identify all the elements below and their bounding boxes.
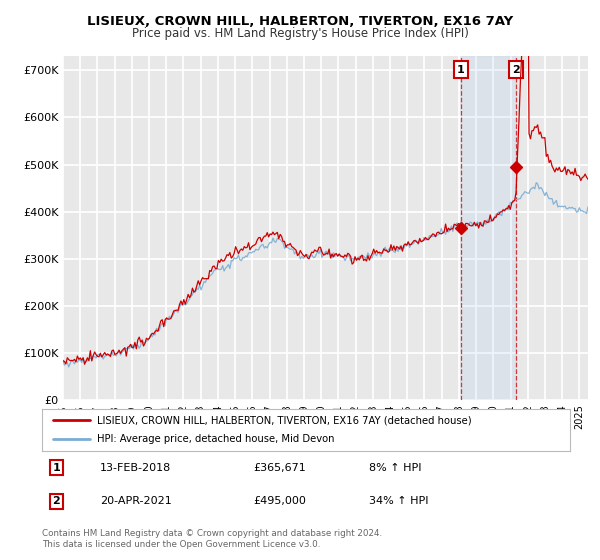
Text: 1: 1 xyxy=(457,64,464,74)
Bar xyxy=(461,56,516,400)
Text: LISIEUX, CROWN HILL, HALBERTON, TIVERTON, EX16 7AY (detached house): LISIEUX, CROWN HILL, HALBERTON, TIVERTON… xyxy=(97,415,472,425)
Text: HPI: Average price, detached house, Mid Devon: HPI: Average price, detached house, Mid … xyxy=(97,435,335,445)
Text: 20-APR-2021: 20-APR-2021 xyxy=(100,496,172,506)
Text: Contains HM Land Registry data © Crown copyright and database right 2024.
This d: Contains HM Land Registry data © Crown c… xyxy=(42,529,382,549)
Text: 1: 1 xyxy=(53,463,61,473)
Text: Price paid vs. HM Land Registry's House Price Index (HPI): Price paid vs. HM Land Registry's House … xyxy=(131,27,469,40)
Text: 34% ↑ HPI: 34% ↑ HPI xyxy=(370,496,429,506)
Text: 2: 2 xyxy=(512,64,520,74)
Text: £495,000: £495,000 xyxy=(253,496,306,506)
Text: 13-FEB-2018: 13-FEB-2018 xyxy=(100,463,172,473)
Text: LISIEUX, CROWN HILL, HALBERTON, TIVERTON, EX16 7AY: LISIEUX, CROWN HILL, HALBERTON, TIVERTON… xyxy=(87,15,513,27)
Text: 2: 2 xyxy=(53,496,61,506)
Text: 8% ↑ HPI: 8% ↑ HPI xyxy=(370,463,422,473)
Text: £365,671: £365,671 xyxy=(253,463,306,473)
